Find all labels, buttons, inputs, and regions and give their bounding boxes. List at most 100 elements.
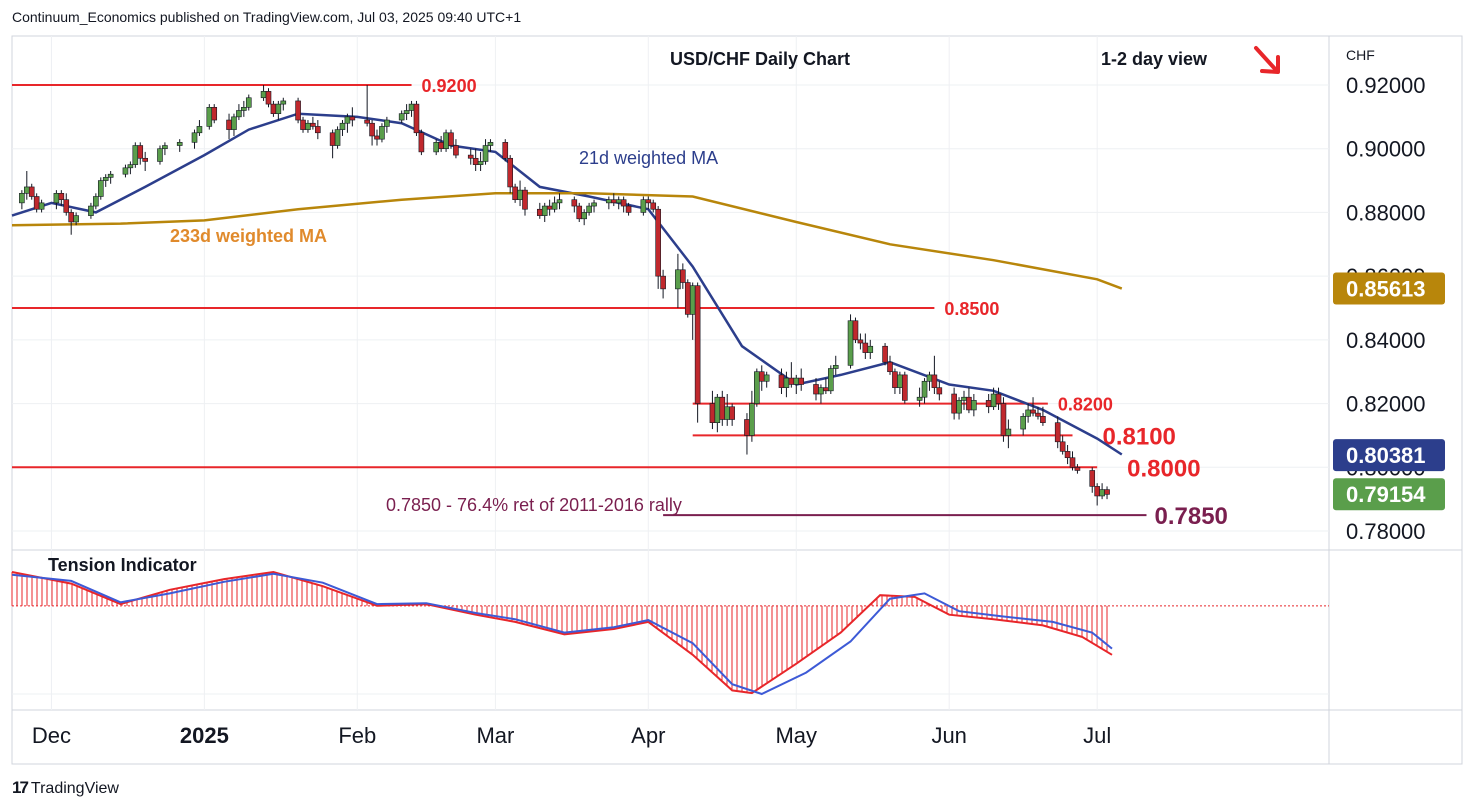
level-label: 0.8100: [1103, 423, 1176, 450]
candle-body: [245, 97, 252, 108]
candle-body: [1094, 486, 1100, 497]
candle-body: [1020, 416, 1026, 430]
candle-body: [211, 107, 218, 121]
candle-body: [684, 282, 691, 315]
candle-body: [852, 320, 859, 341]
candle-body: [680, 269, 686, 283]
candle-body: [823, 387, 829, 392]
candle-body: [655, 208, 661, 277]
candle-body: [349, 116, 356, 121]
candle-body: [862, 342, 869, 353]
x-tick-label: Dec: [32, 723, 71, 748]
candle-body: [754, 371, 760, 404]
candle-body: [453, 145, 459, 156]
indicator-title: Tension Indicator: [48, 555, 197, 575]
candle-body: [260, 91, 267, 99]
price-badges: 0.85613 0.80381 0.79154: [1333, 272, 1445, 511]
x-tick-label: Feb: [338, 723, 376, 748]
level-label: 0.8200: [1058, 395, 1113, 415]
candle-body: [744, 419, 750, 436]
candle-body: [280, 100, 287, 105]
chart-title: USD/CHF Daily Chart: [670, 49, 850, 69]
candle-body: [990, 393, 997, 408]
candle-body: [793, 377, 800, 385]
candle-body: [176, 142, 183, 146]
candle-body: [709, 403, 716, 423]
candle-body: [778, 374, 785, 388]
candle-body: [1069, 457, 1076, 468]
x-tick-label: Jul: [1083, 723, 1111, 748]
ma21-label: 21d weighted MA: [579, 148, 718, 168]
candle-body: [887, 361, 893, 373]
price-badge: [1333, 478, 1445, 511]
candle-body: [1000, 403, 1007, 436]
level-label: 0.9200: [422, 76, 477, 96]
candle-body: [546, 205, 553, 210]
currency-label: CHF: [1346, 47, 1375, 63]
candle-body: [921, 380, 928, 398]
candle-body: [295, 100, 301, 121]
candle-body: [344, 116, 351, 124]
candle-body: [63, 199, 70, 213]
chart-subtitle: 1-2 day view: [1101, 49, 1208, 69]
price-axis[interactable]: 0.920000.900000.880000.860000.840000.820…: [1346, 73, 1426, 544]
candle-body: [364, 119, 370, 124]
grid-lines: [12, 36, 1329, 710]
y-tick-label: 0.92000: [1346, 73, 1426, 98]
candle-body: [749, 403, 755, 436]
candle-body: [610, 199, 617, 204]
ma233-label: 233d weighted MA: [170, 226, 327, 246]
candle-body: [467, 154, 474, 159]
tradingview-logo[interactable]: 17 TradingView: [12, 778, 119, 797]
candle-body: [615, 199, 622, 204]
candle-body: [1104, 489, 1110, 495]
fib-level-label: 0.7850: [1154, 503, 1227, 530]
candle-body: [606, 199, 612, 204]
time-axis[interactable]: Dec 2025 Feb Mar Apr May Jun Jul: [32, 723, 1111, 748]
down-arrow-icon: [1254, 46, 1280, 74]
candle-body: [403, 110, 410, 114]
candle-body: [157, 148, 163, 162]
level-label: 0.8000: [1127, 455, 1200, 482]
candle-body: [591, 202, 597, 207]
candle-body: [675, 269, 681, 290]
candle-body: [645, 199, 652, 204]
candle-body: [1035, 412, 1041, 417]
candle-body: [97, 180, 104, 197]
candle-body: [137, 145, 144, 159]
candle-body: [339, 122, 346, 130]
candle-body: [640, 199, 647, 213]
candle-body: [689, 285, 696, 315]
candle-body: [788, 377, 795, 385]
candle-body: [541, 205, 548, 216]
candle-body: [1099, 489, 1105, 497]
candle-body: [191, 132, 198, 143]
x-tick-label: 2025: [180, 723, 229, 748]
candle-body: [867, 345, 874, 353]
candle-body: [714, 396, 721, 423]
candle-body: [448, 132, 454, 146]
indicator-lines: [11, 570, 1113, 696]
candle-body: [581, 212, 587, 220]
candle-body: [241, 107, 247, 111]
candle-body: [536, 208, 543, 216]
candle-body: [19, 193, 25, 204]
price-badge-label: 0.79154: [1346, 482, 1426, 507]
candle-body: [334, 129, 341, 146]
price-badge: [1333, 272, 1445, 305]
y-tick-label: 0.90000: [1346, 137, 1426, 162]
x-tick-label: Jun: [931, 723, 966, 748]
candle-body: [971, 400, 977, 411]
price-badge-label: 0.85613: [1346, 276, 1426, 301]
candle-body: [270, 103, 277, 114]
candle-body: [502, 142, 509, 159]
candle-body: [1059, 441, 1066, 452]
candle-body: [783, 377, 790, 388]
candle-body: [1074, 466, 1081, 471]
candle-body: [482, 145, 489, 162]
candle-body: [832, 365, 839, 369]
candle-body: [472, 157, 479, 165]
fib-annotation: 0.7850 - 76.4% ret of 2011-2016 rally: [386, 495, 682, 515]
candle-body: [729, 406, 735, 420]
